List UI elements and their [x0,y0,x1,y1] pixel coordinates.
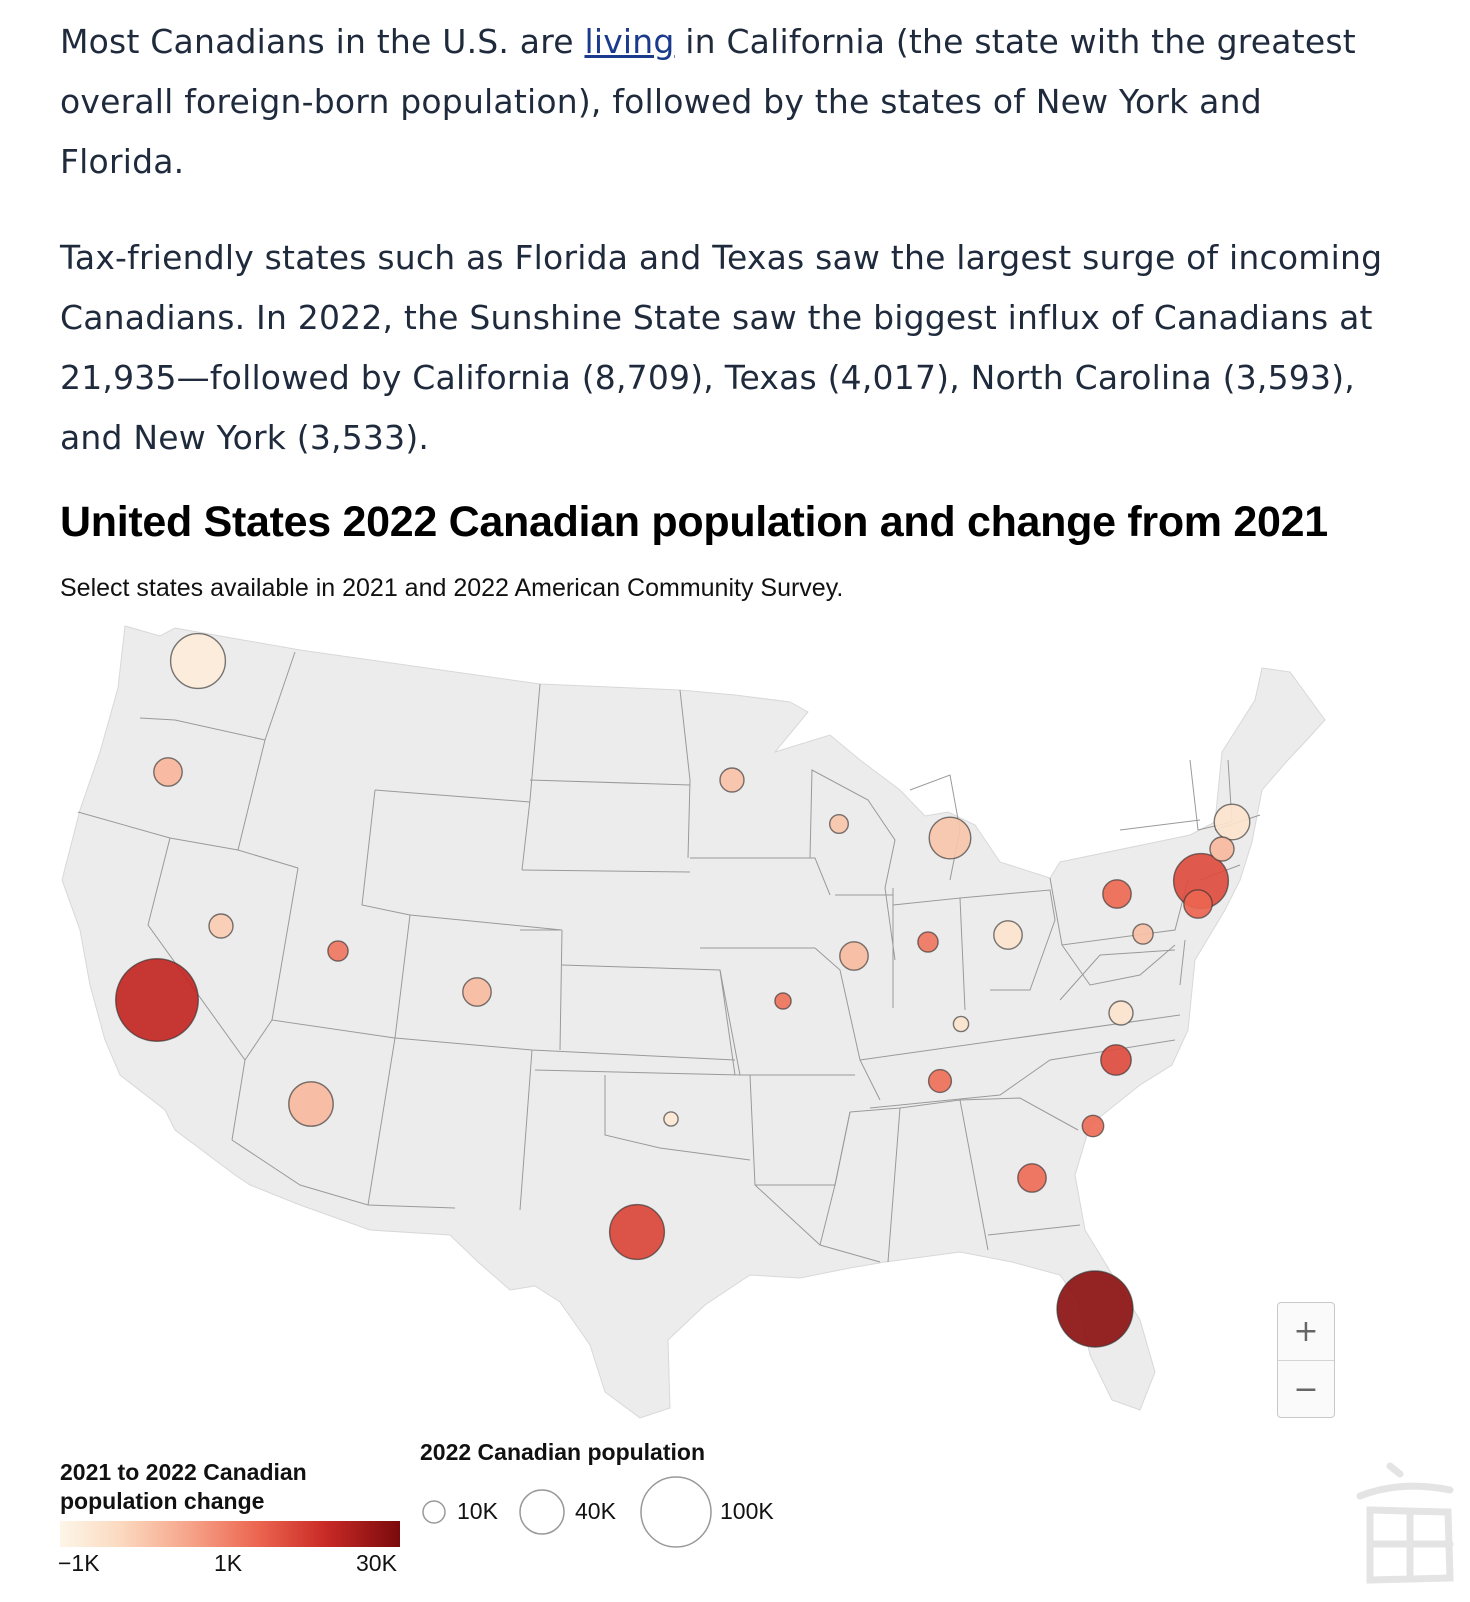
size-legend-circle-10k [422,1500,446,1524]
bubble-co[interactable] [462,977,492,1007]
size-legend-title: 2022 Canadian population [420,1439,705,1465]
bubble-ga[interactable] [1017,1163,1047,1193]
state-bubbles [114,632,1251,1348]
paragraph-2: Tax-friendly states such as Florida and … [60,238,1383,457]
paragraph-1: Most Canadians in the U.S. are living in… [60,12,1390,192]
color-tick-min: −1K [58,1550,100,1576]
size-legend-circle-100k [640,1476,712,1548]
chart-title: United States 2022 Canadian population a… [60,498,1328,546]
zoom-out-button[interactable]: − [1293,1372,1319,1407]
color-tick-max: 30K [356,1550,397,1576]
watermark-logo [1356,1462,1454,1584]
size-legend-circles [422,1476,712,1548]
bubble-mo[interactable] [774,992,792,1010]
bubble-nv[interactable] [208,913,234,939]
size-legend-label-100k: 100K [720,1498,774,1524]
size-legend: 10K 40K 100K [410,1460,810,1560]
bubble-in[interactable] [917,931,939,953]
bubble-il[interactable] [839,941,869,971]
bubble-mi[interactable] [928,816,972,860]
paragraph-1-text: Most Canadians in the U.S. are [60,22,585,61]
size-legend-label-10k: 10K [457,1498,498,1524]
bubble-az[interactable] [288,1081,334,1127]
article-body: Most Canadians in the U.S. are living in… [60,12,1390,504]
color-legend-title: 2021 to 2022 Canadian population change [60,1459,307,1514]
bubble-tx[interactable] [608,1203,666,1261]
bubble-mn[interactable] [719,767,745,793]
bubble-wi[interactable] [829,814,850,835]
bubble-ma[interactable] [1213,803,1251,841]
us-outline [61,625,1326,1419]
bubble-ok[interactable] [663,1111,679,1127]
bubble-wa[interactable] [169,632,227,690]
bubble-pa[interactable] [1102,879,1132,909]
bubble-fl[interactable] [1056,1270,1134,1348]
zoom-control: + − [1277,1302,1335,1418]
size-legend-label-40k: 40K [575,1498,616,1524]
bubble-or[interactable] [153,757,183,787]
us-land [61,625,1326,1419]
bubble-ky[interactable] [952,1015,970,1033]
bubble-oh[interactable] [993,920,1023,950]
bubble-md[interactable] [1132,923,1154,945]
bubble-va[interactable] [1108,1000,1134,1026]
us-map[interactable] [0,620,1470,1440]
bubble-nc[interactable] [1100,1044,1132,1076]
color-tick-mid: 1K [214,1550,243,1576]
bubble-sc[interactable] [1081,1114,1105,1138]
bubble-ct[interactable] [1209,836,1235,862]
bubble-ut[interactable] [327,940,349,962]
color-legend-bar [60,1521,400,1547]
chart-subtitle: Select states available in 2021 and 2022… [60,574,844,602]
bubble-nj[interactable] [1183,889,1213,919]
living-link[interactable]: living [584,22,675,61]
size-legend-circle-40k [519,1489,565,1535]
bubble-ca[interactable] [114,958,199,1043]
zoom-in-button[interactable]: + [1278,1303,1334,1361]
bubble-tn[interactable] [927,1068,953,1094]
paragraph-1-text-end: in California (the state with the greate… [60,22,1356,181]
